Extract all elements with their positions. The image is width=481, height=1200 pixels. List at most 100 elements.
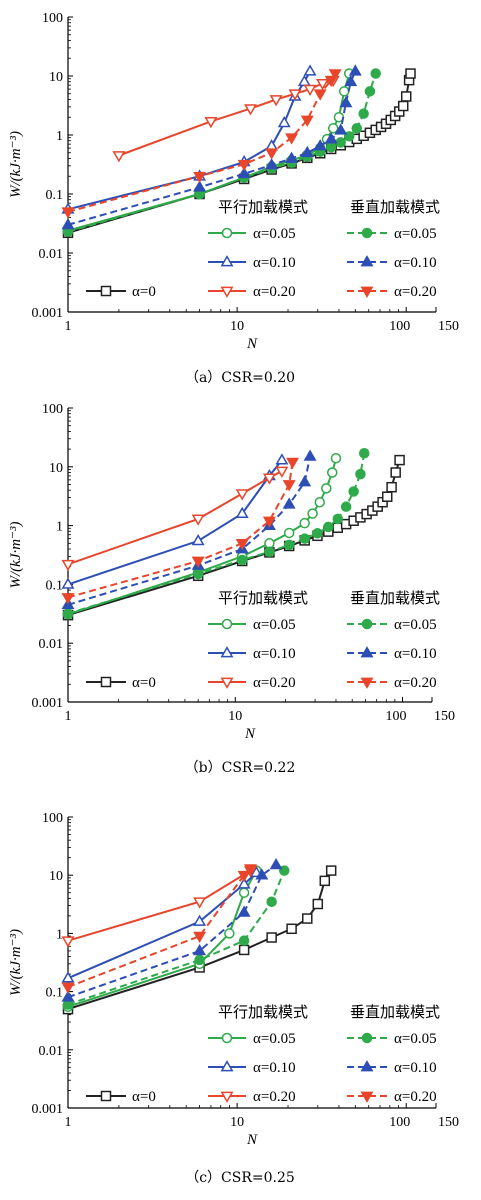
x-tick-label: 10: [230, 1115, 244, 1130]
axes: 0.001 0.01 0.1 1 10 100 1 10 100 150 N W/(kJ·m⁻³): [8, 11, 459, 352]
legend-marker: [360, 286, 374, 298]
legend-label: α=0: [132, 1089, 156, 1105]
series-group: [61, 447, 405, 621]
series-line: [67, 70, 311, 211]
legend-marker: [360, 677, 374, 689]
series-line: [67, 470, 283, 566]
data-point: [264, 546, 275, 557]
series-vertical-α=0.05: [62, 447, 370, 619]
data-point: [312, 898, 324, 910]
axes: 0.001 0.01 0.1 1 10 100 1 10 100 150 N W/(kJ·m⁻³): [8, 402, 455, 742]
figure-caption: （c）CSR=0.25: [185, 1170, 295, 1186]
x-tick-label: 10: [230, 319, 244, 334]
data-point: [348, 64, 362, 76]
series-group: [61, 64, 416, 239]
data-point: [330, 452, 342, 464]
legend: 平行加载模式 垂直加载模式 α=0.05 α=0.05 α=0.10 α=0.10 α=0.…: [86, 1003, 440, 1105]
data-point: [394, 454, 405, 466]
x-tick-label: 1: [65, 1115, 72, 1130]
data-point: [265, 139, 279, 151]
data-point: [303, 84, 317, 96]
data-point: [390, 467, 401, 478]
legend-marker: [361, 618, 373, 630]
data-point: [323, 521, 334, 533]
data-point: [316, 79, 330, 91]
data-point: [327, 467, 338, 478]
data-point: [319, 875, 331, 887]
data-point: [236, 554, 248, 566]
legend-label: α=0.05: [394, 226, 437, 242]
data-point: [204, 117, 218, 129]
legend-marker: [360, 1091, 374, 1103]
data-point: [61, 990, 75, 1002]
data-point: [335, 137, 346, 148]
y-tick-label: 0.001: [32, 696, 64, 711]
data-point: [370, 68, 381, 79]
series-group: [61, 858, 337, 1015]
legend-parallel-header: 平行加载模式: [218, 198, 308, 216]
data-point: [364, 86, 376, 97]
data-point: [238, 944, 250, 956]
legend-marker: [220, 1060, 234, 1072]
data-point: [191, 514, 205, 526]
legend-marker: [220, 255, 234, 267]
data-point: [265, 148, 279, 160]
data-point: [285, 151, 299, 163]
x-tick-label: 150: [438, 1115, 459, 1130]
data-point: [334, 123, 348, 135]
legend-marker: [360, 1060, 374, 1072]
data-point: [224, 928, 235, 939]
data-point: [298, 475, 312, 487]
data-point: [343, 131, 355, 142]
y-tick-label: 1: [56, 927, 63, 942]
axes: 0.001 0.01 0.1 1 10 100 1 10 100 150 N W/(kJ·m⁻³): [8, 811, 459, 1148]
legend-label: α=0.10: [394, 646, 437, 662]
data-point: [339, 95, 353, 108]
series-line: [67, 70, 357, 226]
chart-panel-a: 0.001 0.01 0.1 1 10 100 1 10 100 150 N W/(kJ·m⁻³) 平行…: [0, 0, 481, 395]
legend-label: α=0.10: [253, 646, 296, 662]
series-vertical-α=0.10: [61, 858, 283, 1002]
y-tick-label: 0.01: [39, 637, 64, 652]
x-tick-label: 10: [228, 709, 242, 724]
data-point: [344, 74, 358, 87]
data-point: [386, 481, 397, 493]
data-point: [237, 905, 251, 917]
data-point: [262, 516, 276, 528]
legend-vertical-header: 垂直加载模式: [350, 1003, 440, 1021]
series-vertical-α=0.10: [61, 449, 317, 610]
data-point: [191, 556, 205, 568]
legend-marker: [100, 676, 112, 688]
legend-marker: [220, 286, 234, 298]
data-point: [61, 559, 75, 572]
data-point: [193, 914, 207, 926]
y-tick-label: 100: [42, 402, 63, 417]
legend-label: α=0.05: [253, 617, 296, 633]
legend-parallel-header: 平行加载模式: [218, 1003, 308, 1021]
data-point: [193, 931, 207, 943]
y-tick-label: 0.1: [46, 188, 64, 203]
chart-panel-b: 0.001 0.01 0.1 1 10 100 1 10 100 150 N W/(kJ·m⁻³) 平行…: [0, 400, 481, 800]
series-line: [67, 872, 258, 980]
data-point: [312, 528, 323, 539]
data-point: [325, 865, 337, 876]
series-line: [118, 79, 334, 157]
legend-label: α=0.10: [394, 1060, 437, 1076]
data-point: [340, 501, 352, 512]
y-tick-label: 100: [42, 811, 63, 826]
legend-label: α=0.20: [394, 1089, 437, 1105]
series-line: [67, 459, 283, 586]
x-axis-label: N: [246, 336, 258, 352]
data-point: [397, 100, 409, 112]
data-point: [235, 538, 249, 551]
legend-label: α=0.05: [394, 617, 437, 633]
series-parallel-α=0.20: [112, 75, 340, 163]
data-point: [299, 533, 310, 544]
x-tick-label: 100: [389, 1115, 410, 1130]
data-point: [324, 75, 338, 88]
legend-label: α=0.20: [253, 1089, 296, 1105]
data-point: [283, 527, 295, 539]
data-point: [300, 115, 314, 127]
data-point: [327, 123, 339, 134]
data-point: [328, 69, 342, 81]
